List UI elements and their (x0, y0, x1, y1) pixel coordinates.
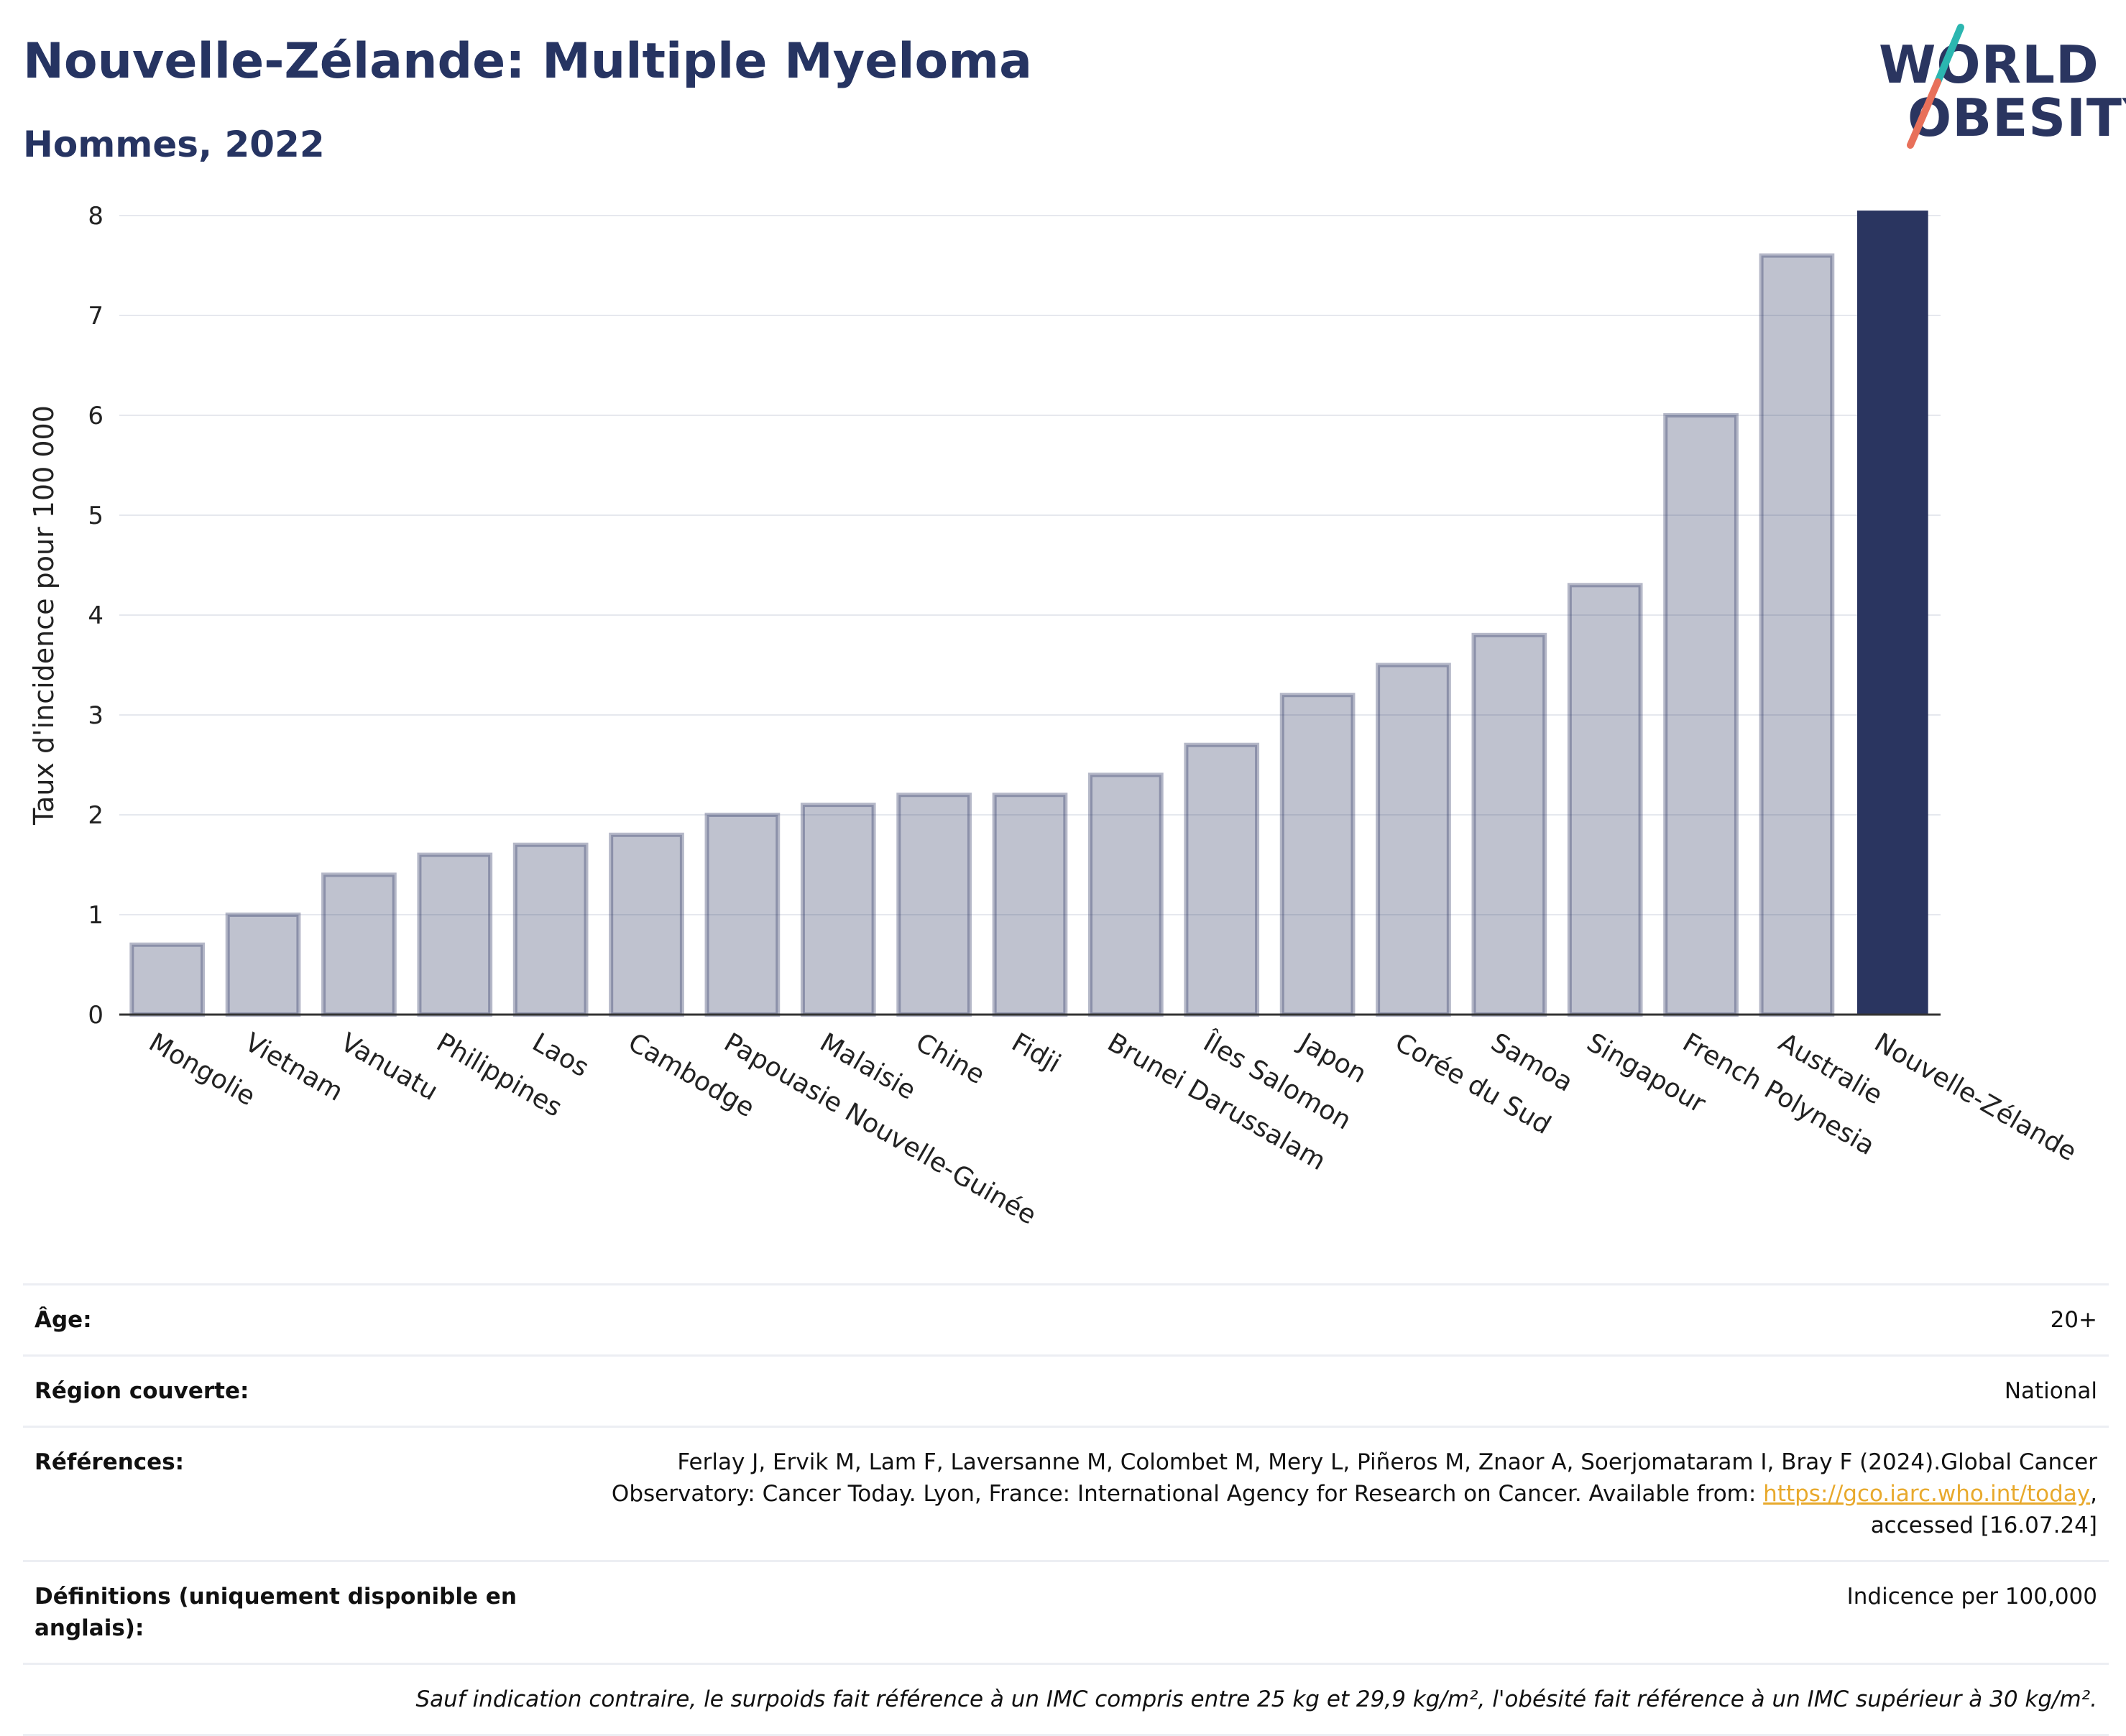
bar (1184, 742, 1260, 1017)
y-axis-label: Taux d'incidence pour 100 000 (28, 405, 60, 826)
logo-text-line2: OBESITY (1908, 88, 2126, 148)
y-tick-label: 6 (88, 402, 103, 430)
info-row-references: Références: Ferlay J, Ervik M, Lam F, La… (23, 1426, 2109, 1560)
x-tick-label: Laos (528, 1028, 594, 1083)
y-tick-label: 5 (88, 502, 103, 530)
references-link[interactable]: https://gco.iarc.who.int/today (1763, 1481, 2091, 1507)
bar (512, 842, 589, 1017)
bmi-note: Sauf indication contraire, le surpoids f… (415, 1686, 2097, 1712)
bar (704, 813, 781, 1017)
bar (609, 832, 684, 1017)
bar (1567, 583, 1643, 1017)
chart-title: Nouvelle-Zélande: Multiple Myeloma (23, 33, 1032, 90)
bar (896, 793, 972, 1017)
bar (1376, 662, 1451, 1017)
references-text-end: , accessed [16.07.24] (1870, 1481, 2097, 1538)
references-label: Références: (34, 1449, 185, 1475)
info-row-region: Région couverte: National (23, 1354, 2109, 1426)
definitions-label: Définitions (uniquement disponible en an… (34, 1584, 517, 1641)
info-row-definitions: Définitions (uniquement disponible en an… (23, 1560, 2109, 1663)
x-tick-label: Mongolie (144, 1028, 260, 1112)
age-label: Âge: (34, 1307, 92, 1333)
age-value: 20+ (2050, 1307, 2097, 1333)
y-tick-label: 2 (88, 801, 103, 830)
bar (1663, 413, 1739, 1017)
world-obesity-logo: WORLD OBESITY (1840, 22, 2126, 151)
logo-slash-icon (1907, 24, 1964, 149)
bar (1759, 253, 1835, 1017)
bar (800, 803, 876, 1017)
y-tick-label: 8 (88, 202, 103, 231)
y-tick-label: 1 (88, 901, 103, 930)
references-value: Ferlay J, Ervik M, Lam F, Laversanne M, … (552, 1446, 2097, 1541)
x-tick-label: Vanuatu (336, 1028, 443, 1107)
info-row-age: Âge: 20+ (23, 1283, 2109, 1354)
region-value: National (2004, 1378, 2097, 1404)
bar (417, 852, 493, 1017)
grid-lines (119, 215, 1941, 1015)
x-tick-label: Fidji (1007, 1028, 1066, 1079)
x-tick-label: Nouvelle-Zélande (1869, 1028, 2081, 1167)
definitions-value: Indicence per 100,000 (1846, 1584, 2097, 1610)
bar (1279, 693, 1356, 1017)
y-tick-label: 0 (88, 1001, 103, 1030)
region-label: Région couverte: (34, 1378, 249, 1404)
y-tick-label: 7 (88, 302, 103, 331)
bar (1088, 772, 1164, 1017)
chart-subtitle: Hommes, 2022 (23, 124, 325, 165)
info-row-note: Sauf indication contraire, le surpoids f… (23, 1663, 2109, 1736)
x-tick-label: Vietnam (240, 1028, 348, 1107)
bar (992, 793, 1068, 1017)
bars (129, 211, 1928, 1017)
bar (321, 872, 397, 1017)
references-text: Ferlay J, Ervik M, Lam F, Laversanne M, … (611, 1449, 2097, 1507)
y-tick-label: 4 (88, 601, 103, 630)
y-axis-ticks: 0 1 2 3 4 5 6 7 8 (88, 202, 103, 1030)
bar (129, 942, 206, 1017)
info-table: Âge: 20+ Région couverte: National Référ… (23, 1283, 2109, 1736)
y-tick-label: 3 (88, 701, 103, 730)
bar (1471, 632, 1547, 1017)
logo-text-line1: WORLD (1879, 34, 2099, 95)
bar (225, 913, 301, 1017)
bar-chart-svg: 0 1 2 3 4 5 6 7 8 MongolieVietnamVanuatuPhilippi… (28, 202, 2081, 1231)
x-tick-label: Chine (911, 1028, 990, 1090)
bar-chart: 0 1 2 3 4 5 6 7 8 Mongolie Vietnam Vanuatu Philippi… (0, 194, 2126, 1250)
bar (1856, 211, 1928, 1015)
